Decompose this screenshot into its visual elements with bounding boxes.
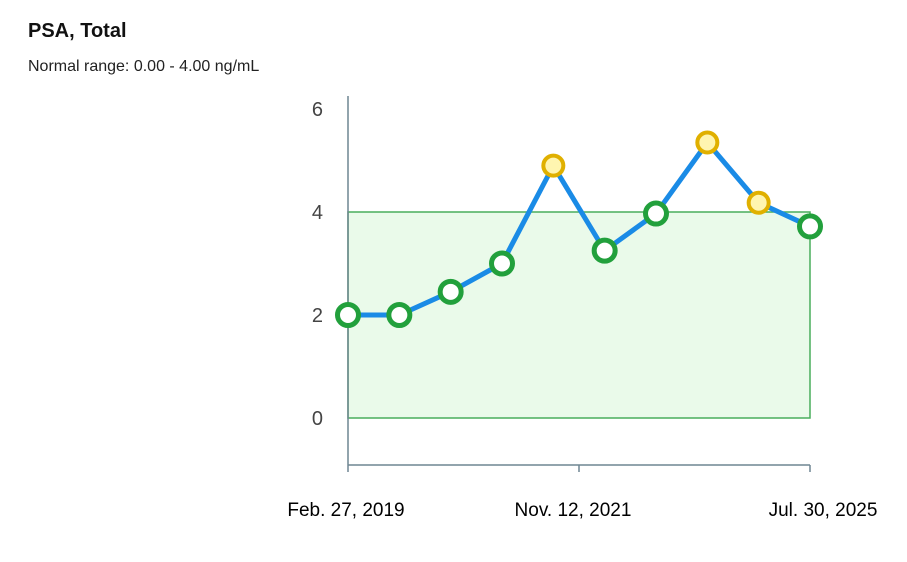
data-point [591, 237, 618, 264]
data-point [335, 302, 361, 328]
data-point [437, 278, 464, 305]
series-line [345, 139, 813, 318]
data-point [489, 250, 515, 277]
y-tick-label: 0 [312, 408, 323, 430]
y-tick-label: 2 [312, 305, 323, 327]
chart-subtitle: Normal range: 0.00 - 4.00 ng/mL [28, 58, 260, 75]
x-tick-label: Nov. 12, 2021 [515, 500, 632, 521]
x-tick-label: Jul. 30, 2025 [769, 500, 878, 521]
data-point-high [746, 190, 771, 215]
data-point-high [541, 153, 566, 178]
data-point [797, 213, 823, 240]
y-tick-label: 4 [312, 202, 323, 224]
data-point-high [695, 130, 720, 155]
data-point [386, 302, 413, 328]
normal-range-band [347, 211, 811, 419]
chart-title: PSA, Total [28, 20, 127, 42]
data-point [643, 200, 669, 227]
x-tick-label: Feb. 27, 2019 [287, 500, 404, 521]
y-tick-label: 6 [312, 99, 323, 121]
